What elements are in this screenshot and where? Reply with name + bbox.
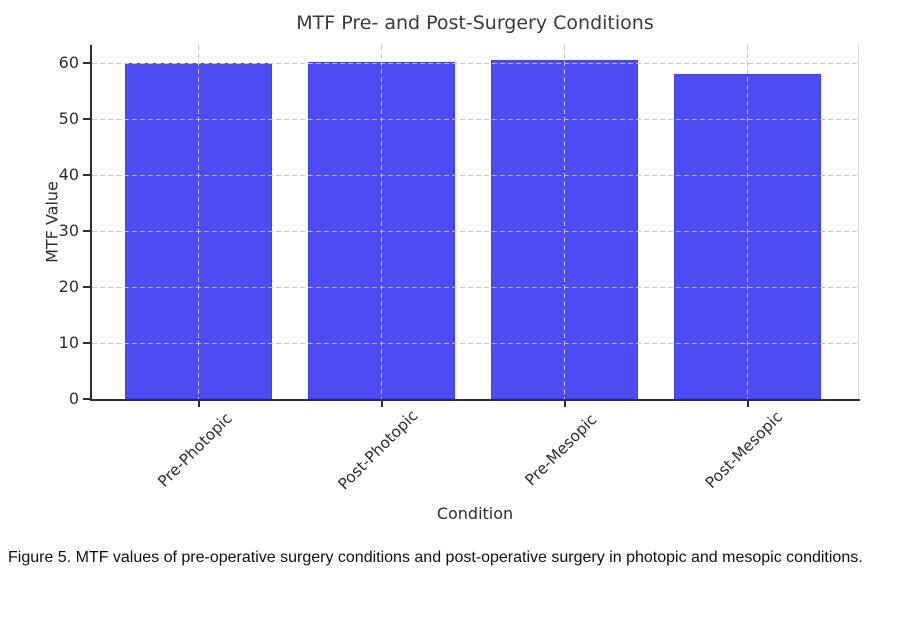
y-tick-label: 0 <box>68 389 79 408</box>
y-tick-label: 10 <box>58 333 79 353</box>
y-tick-label: 40 <box>58 165 79 185</box>
x-tick-mark <box>746 401 749 407</box>
y-axis-title: MTF Value <box>42 181 62 263</box>
y-tick-label: 30 <box>58 221 79 241</box>
x-axis-title: Condition <box>436 504 514 523</box>
bar-pre-mesopic <box>491 59 638 399</box>
x-tick-mark <box>380 401 383 407</box>
y-tick-mark <box>83 174 90 177</box>
chart-title: MTF Pre- and Post-Surgery Conditions <box>296 12 654 34</box>
x-tick-label: Post-Photopic <box>334 406 421 494</box>
bar-post-photopic <box>308 62 455 399</box>
y-axis-spine <box>89 45 92 401</box>
y-tick-mark <box>83 230 90 233</box>
y-tick-mark <box>83 286 90 289</box>
y-tick-label: 50 <box>58 109 79 129</box>
x-tick-label: Pre-Photopic <box>153 409 236 491</box>
bar-post-mesopic <box>674 73 821 399</box>
x-axis-spine <box>89 399 860 401</box>
y-tick-mark <box>83 342 90 345</box>
bar-pre-photopic <box>125 63 272 399</box>
y-tick-label: 60 <box>58 53 79 73</box>
x-tick-mark <box>563 401 566 407</box>
figure-caption: Figure 5. MTF values of pre-operative su… <box>8 549 863 566</box>
x-tick-label: Pre-Mesopic <box>521 410 600 490</box>
x-tick-mark <box>197 401 200 407</box>
x-tick-label: Post-Mesopic <box>701 407 786 493</box>
y-tick-mark <box>83 62 90 65</box>
y-tick-mark <box>83 118 90 121</box>
y-tick-mark <box>83 398 90 400</box>
right-spine <box>857 45 859 399</box>
plot-area <box>92 45 858 399</box>
y-tick-label: 20 <box>58 277 79 297</box>
